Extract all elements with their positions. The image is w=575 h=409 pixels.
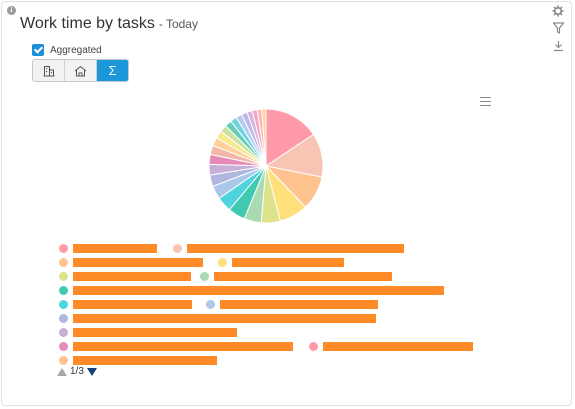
legend-pager: 1/3 — [57, 366, 97, 377]
legend-swatch — [59, 328, 68, 337]
pie-chart — [208, 108, 324, 224]
legend-label-redacted — [187, 244, 404, 253]
view-toggle-group: Σ — [32, 59, 129, 82]
legend-swatch — [59, 258, 68, 267]
legend-swatch — [218, 258, 227, 267]
legend-label-redacted — [323, 342, 473, 351]
pie-slice-23[interactable] — [261, 108, 267, 167]
legend-item[interactable] — [59, 354, 217, 366]
legend-swatch — [59, 300, 68, 309]
legend-swatch — [59, 272, 68, 281]
view-by-company-button[interactable] — [33, 60, 65, 81]
download-icon[interactable] — [551, 40, 565, 54]
pie-slice-0[interactable] — [265, 108, 315, 167]
legend-swatch — [59, 286, 68, 295]
legend-item[interactable] — [173, 242, 404, 255]
legend-page-label: 1/3 — [70, 366, 84, 377]
view-aggregated-button[interactable]: Σ — [97, 60, 128, 81]
aggregated-label: Aggregated — [50, 44, 102, 56]
legend-swatch — [59, 244, 68, 253]
legend-swatch — [59, 314, 68, 323]
legend-label-redacted — [73, 258, 203, 267]
filter-icon[interactable] — [551, 22, 565, 36]
widget-title: Work time by tasks - Today — [20, 15, 198, 33]
title-text: Work time by tasks — [20, 15, 155, 32]
legend-label-redacted — [73, 286, 444, 295]
legend-page-down-icon[interactable] — [86, 367, 97, 376]
legend-label-redacted — [73, 244, 157, 253]
legend-item[interactable] — [59, 312, 376, 325]
sigma-icon: Σ — [108, 63, 117, 78]
legend-item[interactable] — [218, 256, 344, 269]
legend-item[interactable] — [59, 270, 191, 283]
legend-label-redacted — [73, 272, 191, 281]
chart-legend — [2, 240, 573, 366]
legend-label-redacted — [73, 314, 376, 323]
legend-item[interactable] — [59, 298, 192, 311]
chart-menu-icon[interactable] — [480, 97, 491, 107]
info-icon[interactable]: i — [7, 6, 16, 15]
legend-swatch — [173, 244, 182, 253]
legend-item[interactable] — [59, 284, 444, 297]
building-icon — [43, 65, 54, 76]
legend-swatch — [200, 272, 209, 281]
legend-item[interactable] — [206, 298, 378, 311]
legend-label-redacted — [220, 300, 378, 309]
legend-swatch — [206, 300, 215, 309]
legend-item[interactable] — [59, 256, 203, 269]
legend-item[interactable] — [309, 340, 473, 353]
title-subtitle: - Today — [158, 17, 198, 31]
legend-label-redacted — [73, 328, 237, 337]
view-by-home-button[interactable] — [65, 60, 97, 81]
legend-swatch — [59, 356, 68, 365]
legend-item[interactable] — [59, 242, 157, 255]
legend-page-up-icon[interactable] — [57, 367, 67, 376]
legend-item[interactable] — [59, 326, 237, 339]
legend-swatch — [59, 342, 68, 351]
legend-label-redacted — [214, 272, 392, 281]
aggregated-option[interactable]: Aggregated — [32, 44, 102, 56]
house-icon — [74, 65, 87, 76]
legend-swatch — [309, 342, 318, 351]
legend-label-redacted — [73, 342, 293, 351]
aggregated-checkbox[interactable] — [32, 44, 44, 56]
legend-label-redacted — [232, 258, 344, 267]
settings-icon[interactable] — [551, 5, 565, 19]
legend-label-redacted — [73, 356, 217, 365]
legend-item[interactable] — [200, 270, 392, 283]
legend-label-redacted — [73, 300, 192, 309]
legend-item[interactable] — [59, 340, 293, 353]
